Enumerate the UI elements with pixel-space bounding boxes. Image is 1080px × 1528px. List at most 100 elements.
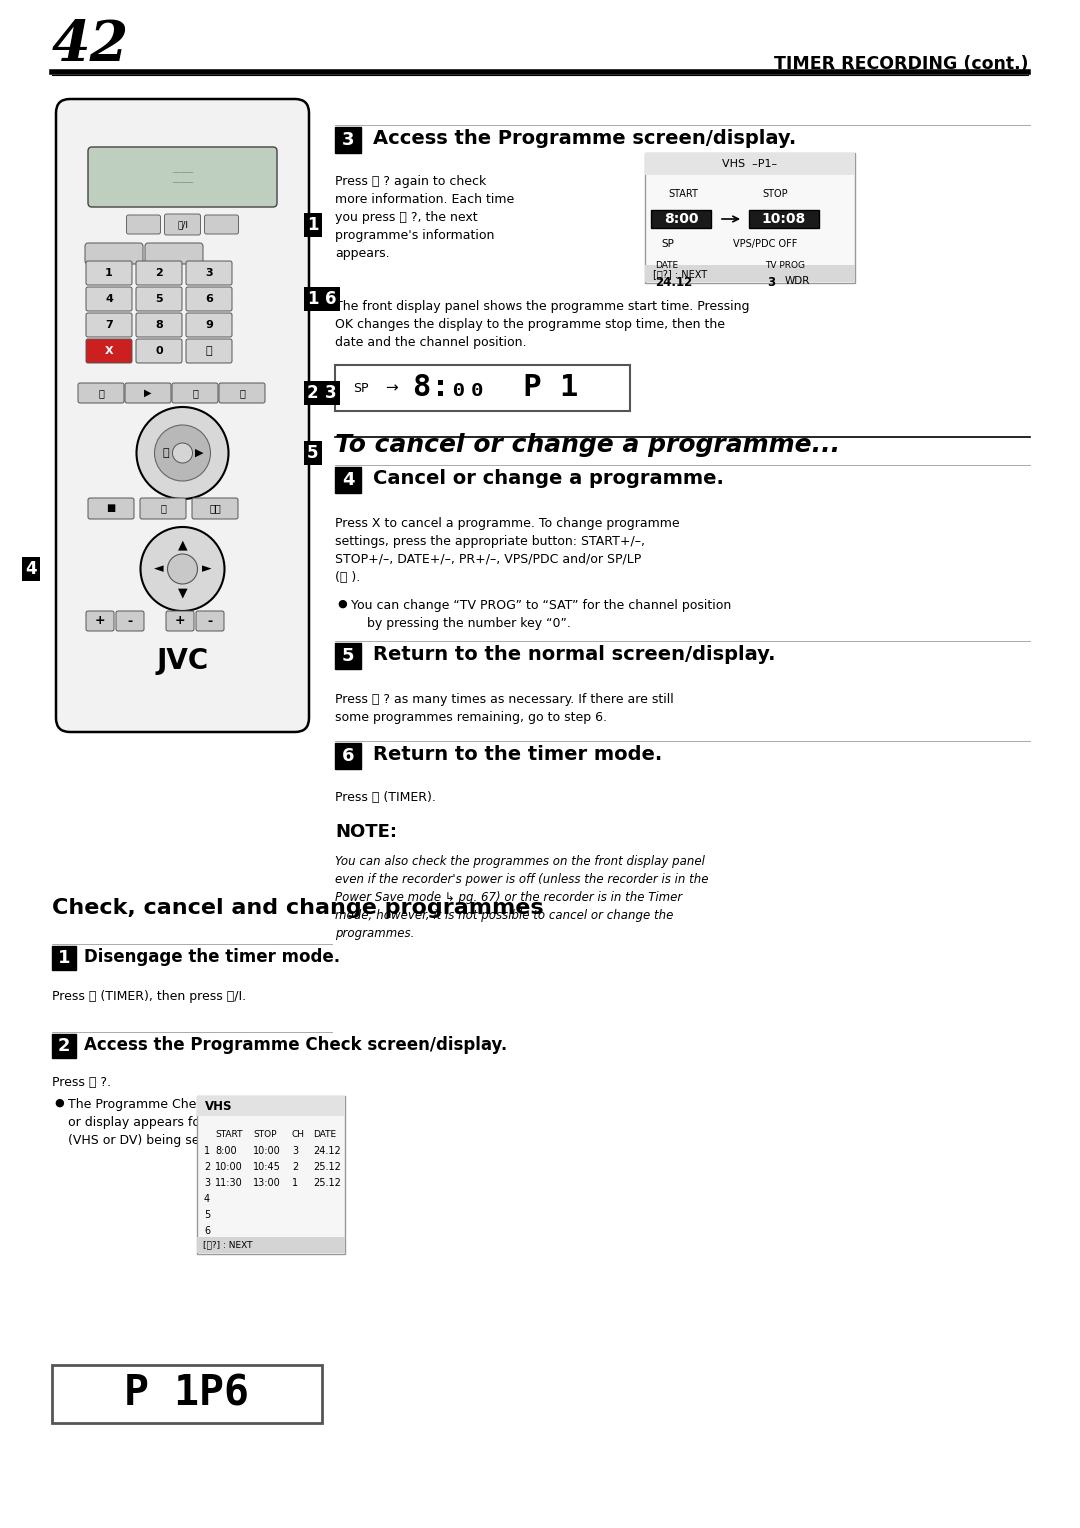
Bar bbox=[335, 643, 361, 669]
Text: →: → bbox=[384, 380, 397, 396]
FancyBboxPatch shape bbox=[164, 214, 201, 235]
Text: 5: 5 bbox=[307, 445, 319, 461]
Text: 6: 6 bbox=[325, 290, 337, 309]
Text: 2: 2 bbox=[307, 384, 319, 402]
Text: 8:00: 8:00 bbox=[215, 1146, 237, 1157]
Text: +: + bbox=[95, 614, 106, 628]
Bar bbox=[52, 946, 76, 970]
Text: 10:08: 10:08 bbox=[761, 212, 806, 226]
FancyBboxPatch shape bbox=[86, 287, 132, 312]
Circle shape bbox=[167, 555, 198, 584]
Text: SP: SP bbox=[661, 238, 674, 249]
Text: 10:00: 10:00 bbox=[215, 1161, 243, 1172]
Text: 10:00: 10:00 bbox=[253, 1146, 281, 1157]
Text: 3: 3 bbox=[325, 384, 337, 402]
Text: 25.12: 25.12 bbox=[313, 1161, 341, 1172]
Text: 1: 1 bbox=[105, 267, 113, 278]
Circle shape bbox=[140, 527, 225, 611]
Text: 2: 2 bbox=[204, 1161, 211, 1172]
FancyBboxPatch shape bbox=[87, 498, 134, 520]
Text: ▼: ▼ bbox=[178, 587, 187, 599]
Text: ⿈: ⿈ bbox=[205, 345, 213, 356]
FancyBboxPatch shape bbox=[116, 611, 144, 631]
Text: 4: 4 bbox=[25, 559, 37, 578]
FancyBboxPatch shape bbox=[195, 611, 224, 631]
Text: ⏭: ⏭ bbox=[192, 388, 198, 397]
Text: ─────: ───── bbox=[172, 180, 193, 186]
Text: 2: 2 bbox=[156, 267, 163, 278]
Text: Press Ⓒ (TIMER).: Press Ⓒ (TIMER). bbox=[335, 792, 436, 804]
Text: You can change “TV PROG” to “SAT” for the channel position
    by pressing the n: You can change “TV PROG” to “SAT” for th… bbox=[351, 599, 731, 630]
Text: 6: 6 bbox=[205, 293, 213, 304]
Text: 13:00: 13:00 bbox=[253, 1178, 281, 1187]
Text: 5: 5 bbox=[204, 1210, 211, 1219]
FancyBboxPatch shape bbox=[172, 384, 218, 403]
Text: Access the Programme screen/display.: Access the Programme screen/display. bbox=[373, 130, 796, 148]
Text: ⎯⎯: ⎯⎯ bbox=[210, 504, 221, 513]
Text: 3: 3 bbox=[341, 131, 354, 150]
Text: 10:45: 10:45 bbox=[253, 1161, 281, 1172]
Text: 7: 7 bbox=[105, 319, 113, 330]
Text: 6: 6 bbox=[341, 747, 354, 766]
Text: [Ⓒ?] : NEXT: [Ⓒ?] : NEXT bbox=[653, 269, 707, 280]
FancyBboxPatch shape bbox=[136, 313, 183, 338]
Circle shape bbox=[173, 443, 192, 463]
FancyBboxPatch shape bbox=[186, 261, 232, 286]
Text: START: START bbox=[669, 189, 698, 199]
Text: VPS/PDC OFF: VPS/PDC OFF bbox=[733, 238, 797, 249]
FancyBboxPatch shape bbox=[56, 99, 309, 732]
Text: 4: 4 bbox=[341, 471, 354, 489]
Text: 11:30: 11:30 bbox=[215, 1178, 243, 1187]
Text: 5: 5 bbox=[156, 293, 163, 304]
Text: 25.12: 25.12 bbox=[313, 1178, 341, 1187]
Bar bbox=[52, 1034, 76, 1057]
Text: 3: 3 bbox=[205, 267, 213, 278]
Text: ⎯: ⎯ bbox=[160, 504, 166, 513]
Text: Press Ⓒ ? again to check
more information. Each time
you press Ⓒ ?, the next
pro: Press Ⓒ ? again to check more informatio… bbox=[335, 176, 514, 260]
Bar bbox=[651, 209, 711, 228]
FancyBboxPatch shape bbox=[125, 384, 171, 403]
Text: ◄: ◄ bbox=[153, 562, 163, 576]
Text: ▲: ▲ bbox=[178, 538, 187, 552]
Text: Check, cancel and change programmes: Check, cancel and change programmes bbox=[52, 898, 543, 918]
FancyBboxPatch shape bbox=[78, 384, 124, 403]
Text: Disengage the timer mode.: Disengage the timer mode. bbox=[84, 947, 340, 966]
Text: X: X bbox=[105, 345, 113, 356]
Text: [Ⓒ?] : NEXT: [Ⓒ?] : NEXT bbox=[203, 1241, 253, 1250]
Text: 1: 1 bbox=[204, 1146, 211, 1157]
Text: Press Ⓒ ?.: Press Ⓒ ?. bbox=[52, 1076, 111, 1089]
FancyBboxPatch shape bbox=[192, 498, 238, 520]
Text: Return to the normal screen/display.: Return to the normal screen/display. bbox=[373, 645, 775, 665]
FancyBboxPatch shape bbox=[204, 215, 239, 234]
Text: 2: 2 bbox=[57, 1038, 70, 1054]
Text: 2: 2 bbox=[292, 1161, 298, 1172]
Text: 24.12: 24.12 bbox=[313, 1146, 341, 1157]
Text: SP: SP bbox=[353, 382, 368, 394]
Bar bbox=[335, 468, 361, 494]
Text: VHS  –P1–: VHS –P1– bbox=[723, 159, 778, 170]
Text: ⏻/I: ⏻/I bbox=[177, 220, 188, 229]
Text: STOP: STOP bbox=[253, 1131, 276, 1138]
FancyBboxPatch shape bbox=[85, 243, 143, 264]
FancyBboxPatch shape bbox=[145, 243, 203, 264]
Text: CH: CH bbox=[292, 1131, 305, 1138]
Circle shape bbox=[136, 406, 229, 500]
Text: +: + bbox=[175, 614, 186, 628]
Text: JVC: JVC bbox=[157, 646, 208, 675]
Text: ⏮: ⏮ bbox=[98, 388, 104, 397]
Text: ▶: ▶ bbox=[145, 388, 152, 397]
Text: 8: 8 bbox=[156, 319, 163, 330]
Text: ■: ■ bbox=[106, 504, 116, 513]
Text: -: - bbox=[207, 614, 213, 628]
FancyBboxPatch shape bbox=[86, 611, 114, 631]
Text: 1: 1 bbox=[292, 1178, 298, 1187]
Bar bbox=[750, 209, 819, 228]
Text: 4: 4 bbox=[204, 1193, 211, 1204]
FancyBboxPatch shape bbox=[166, 611, 194, 631]
FancyBboxPatch shape bbox=[186, 313, 232, 338]
Text: 3: 3 bbox=[204, 1178, 211, 1187]
Text: 0: 0 bbox=[156, 345, 163, 356]
Text: TIMER RECORDING (cont.): TIMER RECORDING (cont.) bbox=[773, 55, 1028, 73]
FancyBboxPatch shape bbox=[126, 215, 161, 234]
Text: Access the Programme Check screen/display.: Access the Programme Check screen/displa… bbox=[84, 1036, 508, 1054]
